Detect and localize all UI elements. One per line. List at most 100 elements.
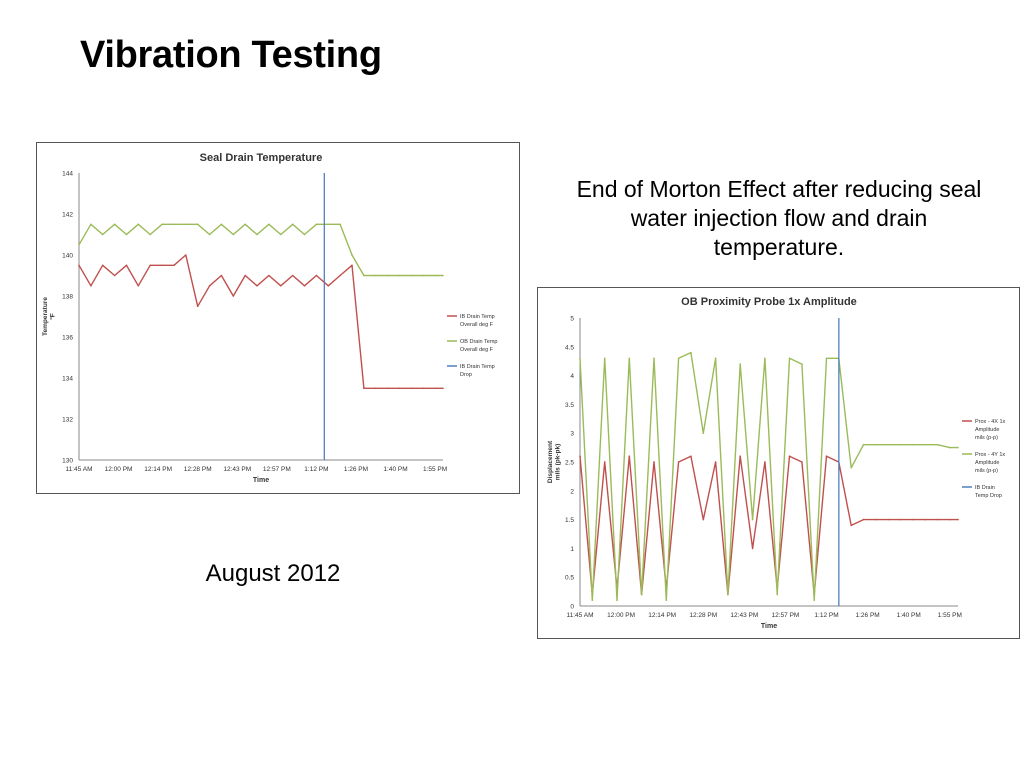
series-2-point	[315, 223, 318, 226]
legend-entry: IB Drain Temp Drop	[460, 364, 495, 378]
series-1-point	[788, 455, 791, 457]
series-1-point	[653, 461, 655, 463]
y-tick-label: 1	[570, 546, 574, 553]
series-1-point	[862, 518, 865, 521]
series-2-point	[303, 233, 306, 236]
y-tick-label: 3.5	[565, 402, 574, 409]
series-2-point	[603, 357, 606, 360]
series-1-point	[949, 518, 951, 521]
series-1-point	[161, 264, 163, 267]
series-1-point	[196, 305, 199, 308]
series-2-point	[776, 593, 778, 596]
x-tick-label: 1:40 PM	[897, 612, 921, 619]
series-1-point	[386, 387, 389, 390]
y-tick-label: 4.5	[565, 344, 574, 351]
x-tick-label: 11:45 AM	[66, 466, 93, 473]
series-2-point	[690, 351, 692, 354]
y-tick-label: 2.5	[565, 460, 574, 467]
series-1-point	[442, 387, 444, 390]
series-1-point	[363, 387, 365, 390]
series-1-point	[220, 274, 223, 277]
y-axis-label: Displacementmils (pk-pk)	[547, 440, 562, 483]
x-tick-label: 1:26 PM	[855, 612, 879, 619]
series-2-point	[232, 233, 235, 236]
series-1-point	[173, 264, 175, 267]
series-1-point	[327, 285, 330, 287]
series-1-point	[208, 285, 211, 287]
series-2-point	[862, 443, 865, 446]
series-2-point	[702, 432, 705, 434]
series-2-point	[751, 518, 754, 521]
x-tick-label: 1:12 PM	[304, 466, 328, 473]
series-1-point	[78, 264, 80, 267]
series-2-point	[386, 274, 389, 277]
series-1-point	[702, 518, 705, 521]
x-tick-label: 12:43 PM	[223, 466, 251, 473]
series-2-point	[125, 233, 128, 236]
series-2-point	[442, 274, 444, 277]
series-1-point	[924, 518, 926, 521]
series-2-point	[714, 357, 717, 360]
series-2-point	[256, 233, 258, 236]
series-2-point	[788, 357, 791, 360]
series-2-point	[727, 593, 729, 596]
series-1-point	[422, 387, 425, 390]
series-2-point	[244, 223, 246, 226]
y-tick-label: 132	[62, 417, 73, 424]
series-2-point	[579, 357, 581, 360]
series-1-point	[579, 455, 581, 457]
series-1-point	[398, 387, 401, 390]
series-1-point	[875, 518, 877, 521]
series-1-point	[149, 264, 151, 267]
series-2-point	[137, 223, 140, 226]
series-1-point	[410, 387, 413, 390]
series-2-point	[653, 357, 655, 360]
series-1-point	[268, 274, 270, 277]
x-tick-label: 12:57 PM	[772, 612, 800, 619]
series-1-point	[690, 455, 692, 457]
series-line-2	[579, 351, 958, 601]
series-1-point	[351, 264, 353, 267]
series-line-1	[579, 455, 958, 596]
series-2-point	[422, 274, 425, 277]
series-2-point	[173, 223, 175, 226]
series-2-point	[813, 599, 815, 601]
series-2-point	[957, 446, 959, 449]
series-2-point	[764, 357, 766, 360]
series-2-point	[850, 467, 852, 469]
series-2-point	[924, 443, 926, 446]
series-1-point	[374, 387, 377, 390]
series-1-point	[957, 518, 959, 521]
series-2-point	[196, 223, 199, 226]
series-2-point	[899, 443, 902, 446]
chart-title: OB Proximity Probe 1x Amplitude	[681, 296, 857, 308]
series-1-point	[850, 524, 852, 527]
series-2-point	[739, 363, 741, 365]
series-1-point	[137, 285, 140, 287]
series-1-point	[113, 274, 116, 277]
series-1-point	[303, 285, 306, 287]
series-1-point	[912, 518, 914, 521]
y-tick-label: 136	[62, 335, 73, 342]
series-2-point	[291, 223, 294, 226]
series-line-1	[78, 254, 443, 390]
series-1-point	[764, 461, 766, 463]
x-tick-label: 11:45 AM	[567, 612, 594, 619]
series-2-point	[801, 363, 803, 365]
y-axis-label: Temperature°F	[42, 297, 57, 336]
y-tick-label: 0.5	[565, 575, 574, 582]
series-2-point	[665, 599, 668, 601]
series-2-point	[149, 233, 151, 236]
seal-drain-temperature-svg: Seal Drain Temperature 130 132 134 136 138 140…	[42, 152, 498, 484]
legend-entry: Prox - 4Y 1x Amplitude mils (p-p)	[975, 452, 1005, 474]
y-tick-label: 140	[62, 253, 73, 260]
series-1-point	[887, 518, 889, 521]
series-1-point	[339, 274, 341, 277]
date-label: August 2012	[205, 560, 341, 587]
x-tick-label: 12:00 PM	[607, 612, 635, 619]
x-tick-label: 12:14 PM	[648, 612, 676, 619]
series-1-point	[936, 518, 939, 521]
series-2-point	[374, 274, 377, 277]
x-axis-label: Time	[253, 477, 269, 484]
series-2-point	[677, 357, 680, 360]
